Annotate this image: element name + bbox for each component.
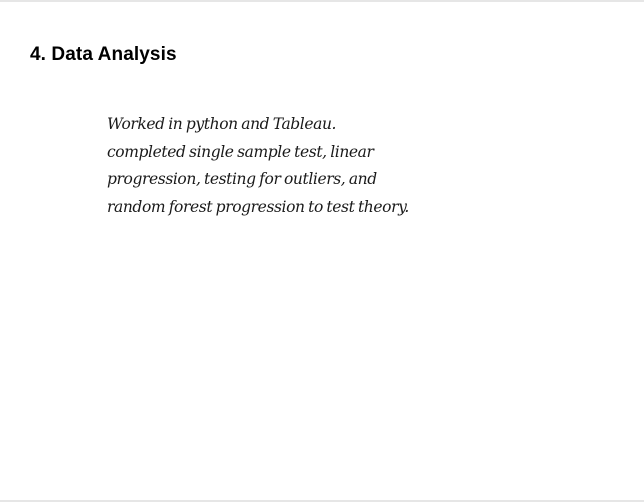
bottom-divider bbox=[0, 500, 644, 502]
top-divider bbox=[0, 0, 644, 2]
section-heading: 4. Data Analysis bbox=[30, 44, 177, 65]
body-paragraph: Worked in python and Tableau. completed … bbox=[107, 115, 409, 216]
